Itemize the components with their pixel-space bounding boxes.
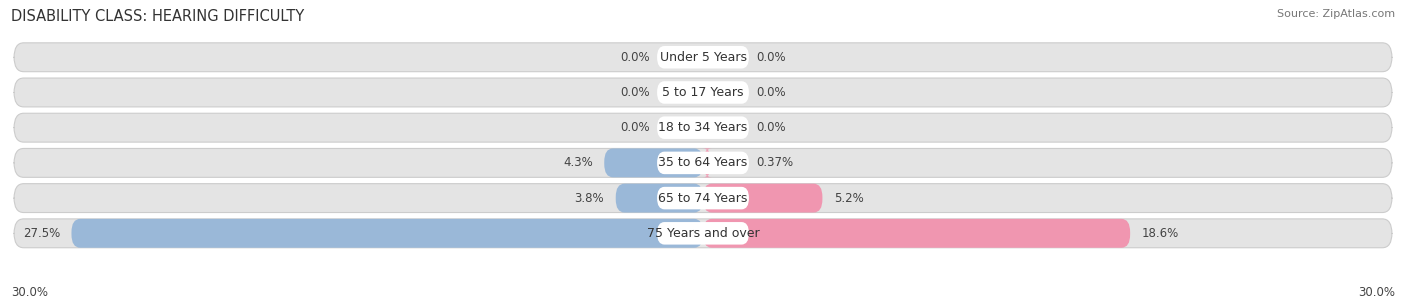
FancyBboxPatch shape <box>14 78 1392 107</box>
Text: 18 to 34 Years: 18 to 34 Years <box>658 121 748 134</box>
Text: DISABILITY CLASS: HEARING DIFFICULTY: DISABILITY CLASS: HEARING DIFFICULTY <box>11 9 305 24</box>
Text: 4.3%: 4.3% <box>562 156 593 169</box>
Text: 18.6%: 18.6% <box>1142 227 1178 240</box>
FancyBboxPatch shape <box>657 46 749 69</box>
Text: 5 to 17 Years: 5 to 17 Years <box>662 86 744 99</box>
Text: 0.0%: 0.0% <box>620 121 650 134</box>
FancyBboxPatch shape <box>14 43 1392 72</box>
Text: 0.37%: 0.37% <box>756 156 793 169</box>
FancyBboxPatch shape <box>605 149 703 177</box>
FancyBboxPatch shape <box>703 219 1130 248</box>
FancyBboxPatch shape <box>657 152 749 174</box>
FancyBboxPatch shape <box>703 149 711 177</box>
FancyBboxPatch shape <box>703 184 823 213</box>
FancyBboxPatch shape <box>657 222 749 245</box>
Text: 3.8%: 3.8% <box>575 192 605 205</box>
Text: 30.0%: 30.0% <box>1358 286 1395 299</box>
Text: 0.0%: 0.0% <box>620 86 650 99</box>
FancyBboxPatch shape <box>14 149 1392 177</box>
Text: 30.0%: 30.0% <box>11 286 48 299</box>
FancyBboxPatch shape <box>657 187 749 209</box>
FancyBboxPatch shape <box>72 219 703 248</box>
Text: 0.0%: 0.0% <box>756 121 786 134</box>
Text: 0.0%: 0.0% <box>756 51 786 64</box>
FancyBboxPatch shape <box>657 81 749 104</box>
Text: 75 Years and over: 75 Years and over <box>647 227 759 240</box>
FancyBboxPatch shape <box>14 184 1392 213</box>
Text: 35 to 64 Years: 35 to 64 Years <box>658 156 748 169</box>
Text: Under 5 Years: Under 5 Years <box>659 51 747 64</box>
Text: 65 to 74 Years: 65 to 74 Years <box>658 192 748 205</box>
FancyBboxPatch shape <box>657 117 749 139</box>
FancyBboxPatch shape <box>14 219 1392 248</box>
FancyBboxPatch shape <box>14 113 1392 142</box>
Text: Source: ZipAtlas.com: Source: ZipAtlas.com <box>1277 9 1395 19</box>
Text: 5.2%: 5.2% <box>834 192 863 205</box>
FancyBboxPatch shape <box>616 184 703 213</box>
Text: 0.0%: 0.0% <box>620 51 650 64</box>
Text: 0.0%: 0.0% <box>756 86 786 99</box>
Text: 27.5%: 27.5% <box>22 227 60 240</box>
